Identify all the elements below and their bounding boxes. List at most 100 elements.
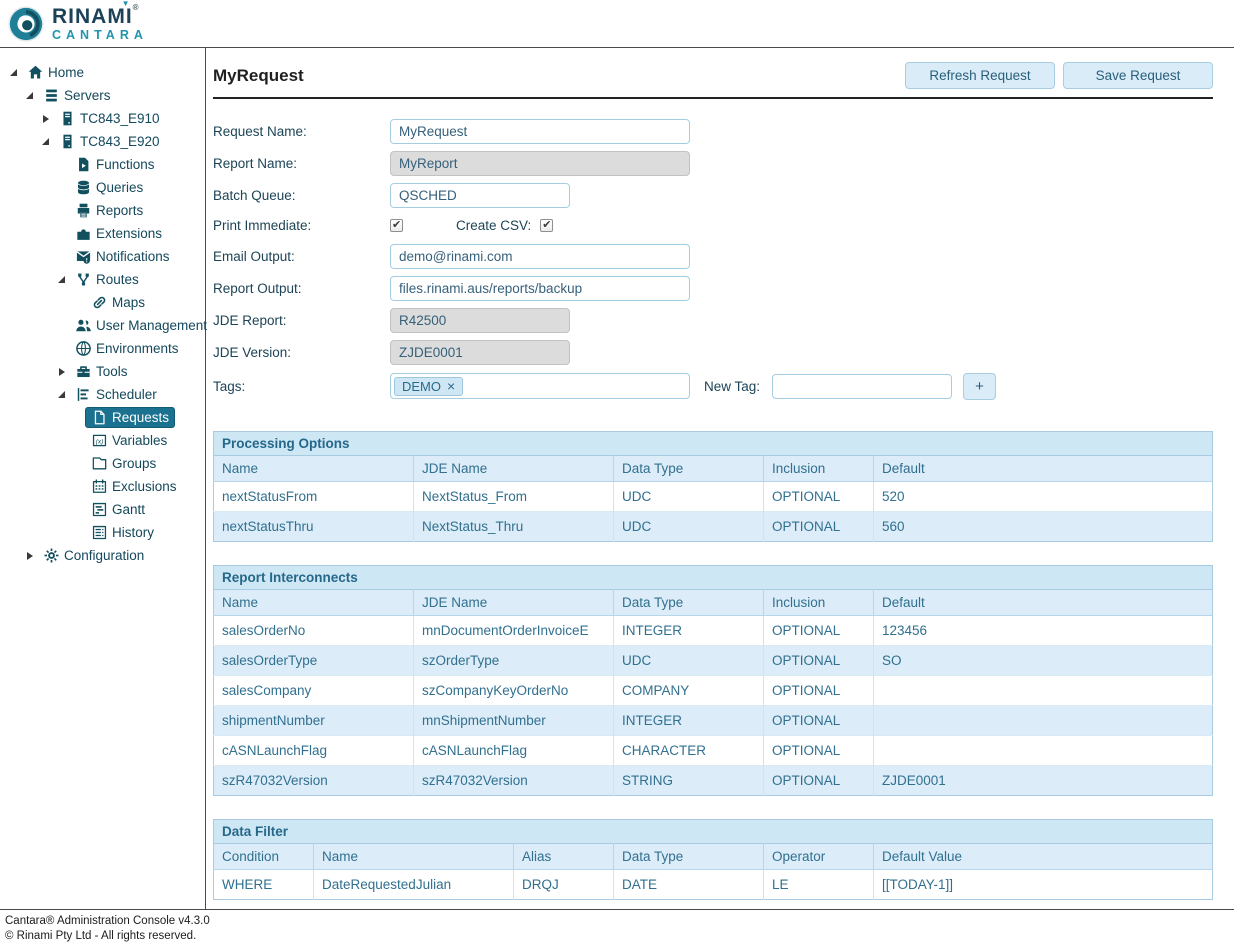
footer-copyright: © Rinami Pty Ltd - All rights reserved. [5,929,1229,944]
table-title: Processing Options [213,431,1213,455]
sidebar-item-label: Tools [96,364,128,379]
column-header: Data Type [614,844,764,870]
sidebar-item-label: Exclusions [112,479,177,494]
report-output-input[interactable] [390,276,690,301]
sidebar-item-tc843-e910[interactable]: TC843_E910 [0,107,205,130]
table-panel-processing-options: Processing OptionsNameJDE NameData TypeI… [213,431,1213,542]
table-cell: szR47032Version [414,766,614,796]
table-cell: nextStatusThru [214,512,414,542]
collapse-arrow-icon[interactable] [6,69,21,76]
sidebar-item-user-management[interactable]: User Management [0,314,205,337]
functions-icon [75,156,92,173]
table-cell: szR47032Version [214,766,414,796]
tags-input[interactable]: DEMO× [390,373,690,399]
sidebar-item-routes[interactable]: Routes [0,268,205,291]
sidebar-item-functions[interactable]: Functions [0,153,205,176]
column-header: Default [874,590,1213,616]
table-cell: mnShipmentNumber [414,706,614,736]
new-tag-input[interactable] [772,374,952,399]
collapse-arrow-icon[interactable] [54,276,69,283]
sidebar-item-queries[interactable]: Queries [0,176,205,199]
scheduler-icon [75,386,92,403]
request-form: Request Name:Report Name:Batch Queue:Pri… [213,115,1213,404]
collapse-arrow-icon[interactable] [38,138,53,145]
table-row[interactable]: cASNLaunchFlagcASNLaunchFlagCHARACTEROPT… [214,736,1213,766]
field-label: Print Immediate: [213,218,390,233]
sidebar-item-maps[interactable]: Maps [0,291,205,314]
table-cell: szCompanyKeyOrderNo [414,676,614,706]
column-header: Name [214,590,414,616]
column-header: Condition [214,844,314,870]
reports-icon [75,202,92,219]
column-header: Operator [764,844,874,870]
sidebar-item-history[interactable]: History [0,521,205,544]
batch-queue-input[interactable] [390,183,570,208]
sidebar-item-notifications[interactable]: Notifications [0,245,205,268]
sidebar-item-label: TC843_E910 [80,111,160,126]
table-cell: OPTIONAL [764,616,874,646]
table-row[interactable]: shipmentNumbermnShipmentNumberINTEGEROPT… [214,706,1213,736]
sidebar-item-label: Gantt [112,502,145,517]
sidebar-item-reports[interactable]: Reports [0,199,205,222]
history-icon [91,524,108,541]
sidebar-item-label: Environments [96,341,179,356]
sidebar-item-scheduler[interactable]: Scheduler [0,383,205,406]
table-cell: DATE [614,870,764,900]
sidebar-item-label: Servers [64,88,111,103]
table-row[interactable]: WHEREDateRequestedJulianDRQJDATELE[[TODA… [214,870,1213,900]
refresh-request-button[interactable]: Refresh Request [905,62,1055,89]
create-csv-checkbox[interactable] [540,219,553,232]
collapse-arrow-icon[interactable] [54,391,69,398]
sidebar-item-groups[interactable]: Groups [0,452,205,475]
sidebar-item-servers[interactable]: Servers [0,84,205,107]
field-label: JDE Version: [213,345,390,360]
maps-icon [91,294,108,311]
save-request-button[interactable]: Save Request [1063,62,1213,89]
field-label: Report Output: [213,281,390,296]
sidebar-item-tc843-e920[interactable]: TC843_E920 [0,130,205,153]
table-row[interactable]: nextStatusThruNextStatus_ThruUDCOPTIONAL… [214,512,1213,542]
jde-version-input [390,340,570,365]
expand-arrow-icon[interactable] [38,115,53,123]
sidebar-item-label: Reports [96,203,143,218]
request-name-input[interactable] [390,119,690,144]
sidebar-item-variables[interactable]: (x)Variables [0,429,205,452]
main-content: MyRequest Refresh Request Save Request R… [206,48,1234,909]
table-cell: OPTIONAL [764,736,874,766]
table-row[interactable]: nextStatusFromNextStatus_FromUDCOPTIONAL… [214,482,1213,512]
sidebar-item-home[interactable]: Home [0,61,205,84]
table-row[interactable]: szR47032VersionszR47032VersionSTRINGOPTI… [214,766,1213,796]
jde-report-input [390,308,570,333]
column-header: Alias [514,844,614,870]
remove-tag-icon[interactable]: × [447,379,455,393]
field-label: Email Output: [213,249,390,264]
table-row[interactable]: salesOrderNomnDocumentOrderInvoiceEINTEG… [214,616,1213,646]
sidebar-item-requests[interactable]: Requests [0,406,205,429]
sidebar-item-label: TC843_E920 [80,134,160,149]
sidebar-item-tools[interactable]: Tools [0,360,205,383]
expand-arrow-icon[interactable] [22,552,37,560]
sidebar-item-configuration[interactable]: Configuration [0,544,205,567]
add-tag-button[interactable]: + [963,373,996,400]
table-cell [874,736,1213,766]
table-cell: salesOrderType [214,646,414,676]
sidebar-item-gantt[interactable]: Gantt [0,498,205,521]
collapse-arrow-icon[interactable] [22,92,37,99]
sidebar-item-extensions[interactable]: Extensions [0,222,205,245]
sidebar-item-environments[interactable]: Environments [0,337,205,360]
table-cell: shipmentNumber [214,706,414,736]
sidebar-item-exclusions[interactable]: Exclusions [0,475,205,498]
print-immediate-checkbox[interactable] [390,219,403,232]
brand-name: RINAMI▼® [52,6,140,27]
user-management-icon [75,317,92,334]
field-label: JDE Report: [213,313,390,328]
field-label: Batch Queue: [213,188,390,203]
expand-arrow-icon[interactable] [54,368,69,376]
table-title: Data Filter [213,819,1213,843]
email-output-input[interactable] [390,244,690,269]
column-header: Inclusion [764,456,874,482]
table-row[interactable]: salesOrderTypeszOrderTypeUDCOPTIONALSO [214,646,1213,676]
table-cell: WHERE [214,870,314,900]
table-cell: mnDocumentOrderInvoiceE [414,616,614,646]
table-row[interactable]: salesCompanyszCompanyKeyOrderNoCOMPANYOP… [214,676,1213,706]
